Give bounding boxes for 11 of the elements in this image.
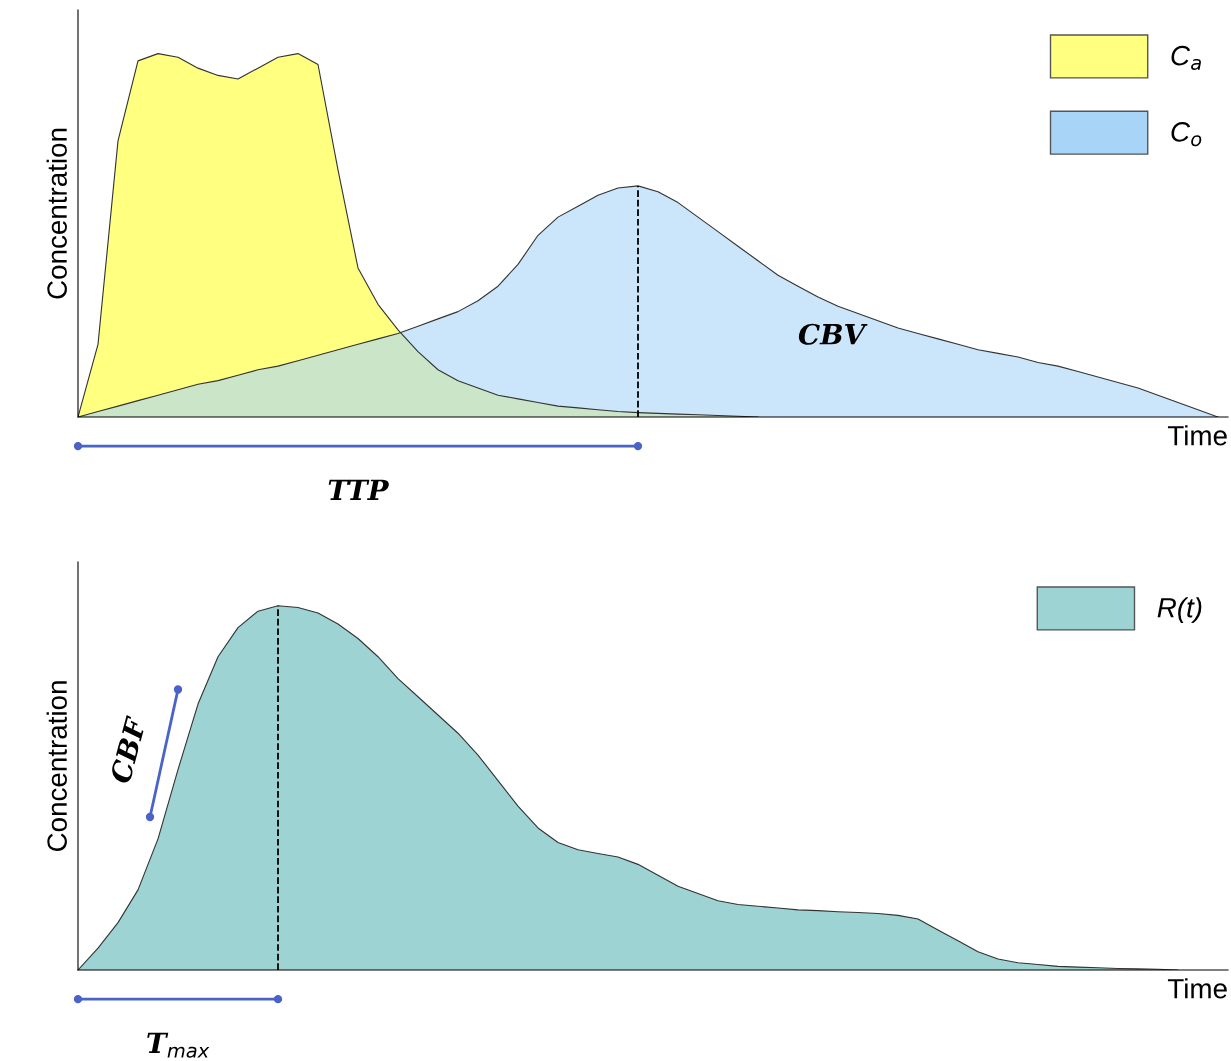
annotation: CBV (798, 323, 868, 345)
y-axis-title: Concentration (46, 681, 67, 852)
annotation: CBF (109, 714, 147, 785)
text: TTP (328, 479, 389, 500)
y-axis-title: Concentration (46, 128, 67, 299)
legend-label: C$_{o}$ (1171, 122, 1202, 147)
text: T$_{max}$ (147, 1032, 210, 1058)
x-axis-title: Time (1167, 978, 1227, 999)
legend-label: R(t) (1157, 597, 1202, 624)
legend-label: C$_{a}$ (1171, 45, 1201, 71)
x-axis-title: Time (1167, 425, 1227, 446)
